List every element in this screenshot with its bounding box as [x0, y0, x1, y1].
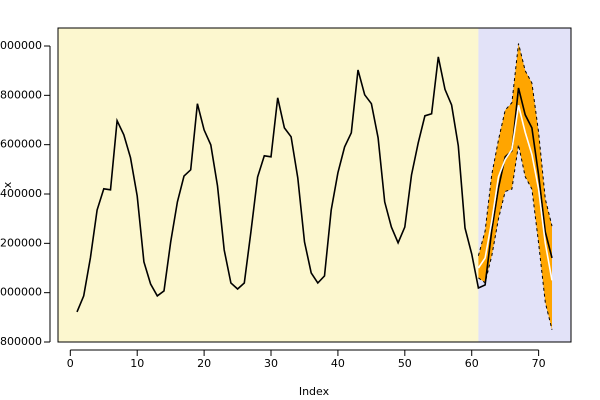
y-tick-label: 1000000: [0, 286, 42, 299]
x-tick-label: 20: [197, 357, 211, 370]
y-tick-label: 2000000: [0, 39, 42, 52]
x-axis-label: Index: [299, 385, 330, 398]
x-tick-label: 30: [264, 357, 278, 370]
interval-band: [478, 43, 552, 330]
y-tick-label: 1600000: [0, 138, 42, 151]
y-tick-label: 1200000: [0, 236, 42, 249]
x-tick-label: 70: [532, 357, 546, 370]
x-tick-label: 0: [67, 357, 74, 370]
y-tick-label: 1800000: [0, 88, 42, 101]
y-tick-label: 1400000: [0, 187, 42, 200]
y-tick-label: 800000: [0, 335, 42, 348]
forecast-line: [477, 105, 553, 281]
history-background: [58, 28, 479, 342]
lower-bound: [478, 144, 553, 330]
plot-box: [57, 27, 572, 343]
x-tick-label: 40: [331, 357, 345, 370]
x-tick-label: 60: [465, 357, 479, 370]
series-line: [76, 56, 553, 313]
y-axis-label: x: [1, 181, 14, 188]
upper-bound: [477, 43, 553, 256]
x-tick-label: 50: [398, 357, 412, 370]
x-tick-label: 10: [130, 357, 144, 370]
